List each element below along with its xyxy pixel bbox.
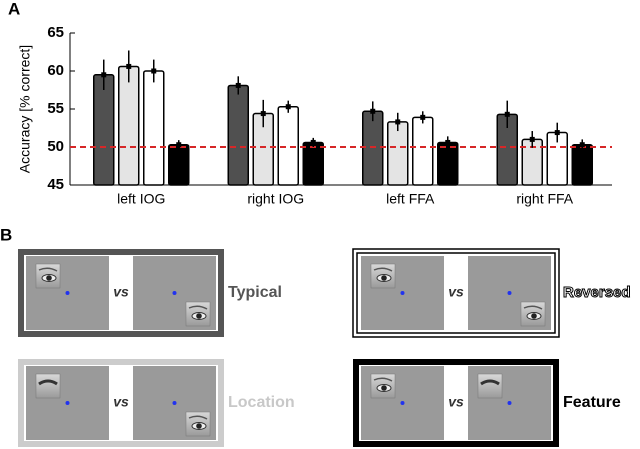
- x-tick-label: right FFA: [516, 191, 573, 207]
- iris: [196, 313, 202, 319]
- mean-marker: [579, 142, 585, 148]
- vs-label: vs: [448, 284, 464, 300]
- bar: [143, 70, 165, 186]
- panel-label: A: [8, 0, 20, 18]
- iris: [46, 275, 52, 281]
- vs-label: vs: [448, 394, 464, 410]
- mean-marker: [370, 108, 376, 114]
- fixation-dot: [507, 291, 512, 295]
- condition-label: Location: [228, 394, 295, 411]
- fixation-dot: [400, 401, 405, 405]
- brow: [523, 305, 543, 310]
- mean-marker: [395, 119, 401, 125]
- mean-marker: [260, 111, 266, 117]
- fixation-dot: [172, 401, 177, 405]
- mean-marker: [310, 139, 316, 145]
- mean-marker: [554, 130, 560, 136]
- y-tick-label: 55: [47, 100, 64, 117]
- condition-label: Feature: [563, 394, 621, 411]
- mean-marker: [101, 72, 107, 78]
- frame: [356, 252, 556, 334]
- brow: [38, 267, 58, 272]
- x-tick-label: left IOG: [117, 191, 165, 207]
- y-tick-label: 65: [47, 24, 64, 41]
- mean-marker: [529, 136, 535, 142]
- iris: [196, 423, 202, 429]
- bar: [118, 65, 140, 186]
- bar: [302, 141, 324, 186]
- y-axis-label: Accuracy [% correct]: [17, 45, 33, 173]
- bar: [362, 110, 384, 186]
- fixation-dot: [400, 291, 405, 295]
- y-tick-label: 50: [47, 138, 64, 155]
- bar: [277, 105, 299, 186]
- mean-marker: [285, 104, 291, 110]
- vs-label: vs: [113, 284, 129, 300]
- fixation-dot: [172, 291, 177, 295]
- eyebrow: [38, 379, 58, 386]
- mean-marker: [420, 114, 426, 120]
- conditions-diagram: vs Typical vs Reversed vs Location vs Feature: [18, 248, 631, 447]
- fixation-dot: [65, 401, 70, 405]
- bar: [571, 143, 593, 186]
- mean-marker: [504, 111, 510, 117]
- iris: [381, 275, 387, 281]
- bar: [93, 74, 115, 186]
- y-tick-label: 60: [47, 62, 64, 79]
- fixation-dot: [507, 401, 512, 405]
- brow: [188, 415, 208, 420]
- brow: [373, 377, 393, 382]
- bar: [227, 84, 249, 186]
- x-tick-label: right IOG: [247, 191, 304, 207]
- bar: [437, 141, 459, 186]
- eye-patch: [477, 373, 503, 399]
- eyebrow: [480, 379, 500, 386]
- panel-label: B: [0, 225, 12, 244]
- eye-patch: [35, 373, 61, 399]
- bar: [387, 121, 409, 186]
- x-tick-label: left FFA: [386, 191, 435, 207]
- mean-marker: [176, 142, 182, 148]
- iris: [381, 385, 387, 391]
- iris: [531, 313, 537, 319]
- bar: [412, 116, 434, 186]
- mean-marker: [235, 82, 241, 88]
- fixation-dot: [65, 291, 70, 295]
- mean-marker: [445, 139, 451, 145]
- bar: [168, 143, 190, 186]
- y-tick-label: 45: [47, 176, 64, 193]
- plot: 45 50 55 60 65 left IOG right IOG left FFA right…: [47, 24, 612, 207]
- brow: [373, 267, 393, 272]
- vs-label: vs: [113, 394, 129, 410]
- condition-label: Typical: [228, 284, 282, 301]
- mean-marker: [151, 68, 157, 74]
- mean-marker: [126, 63, 132, 69]
- condition-label: Reversed: [563, 284, 631, 301]
- brow: [188, 305, 208, 310]
